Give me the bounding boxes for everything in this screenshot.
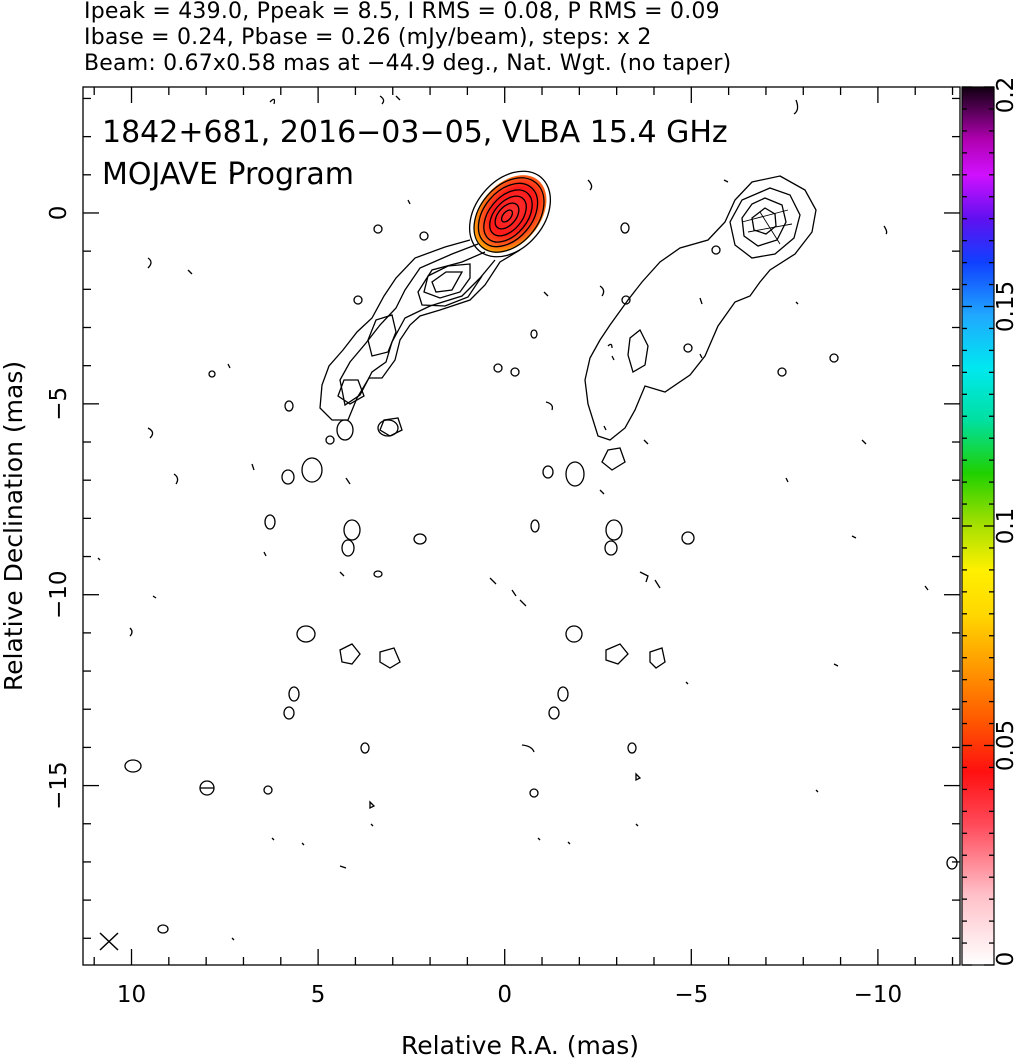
y-tick-label: −15 xyxy=(46,761,72,810)
y-tick-label: 0 xyxy=(46,206,72,221)
header-base-line: Ibase = 0.24, Pbase = 0.26 (mJy/beam), s… xyxy=(84,25,652,50)
x-tick-label: 5 xyxy=(311,982,326,1008)
chart-title: 1842+681, 2016−03−05, VLBA 15.4 GHz xyxy=(102,115,728,150)
polarized-intensity-contours xyxy=(489,99,958,870)
polarization-color-patch xyxy=(473,175,547,253)
colorbar-tick-label: 0.2 xyxy=(993,77,1019,114)
y-tick-label: −5 xyxy=(46,387,72,421)
colorbar-tick-label: 0.15 xyxy=(993,281,1019,332)
y-axis-label: Relative Declination (mas) xyxy=(0,361,28,691)
x-tick-label: −10 xyxy=(854,982,903,1008)
total-intensity-contours xyxy=(97,95,552,951)
header-peak-line: Ipeak = 439.0, Ppeak = 8.5, I RMS = 0.08… xyxy=(84,0,720,24)
x-tick-label: −5 xyxy=(674,982,708,1008)
axis-tick-labels: 10 5 0 −5 −10 0 −5 −10 −15 xyxy=(46,206,902,1008)
colorbar-tick-label: 0.05 xyxy=(993,720,1019,771)
x-tick-label: 10 xyxy=(117,982,146,1008)
x-tick-label: 0 xyxy=(497,982,512,1008)
axis-ticks xyxy=(83,87,960,965)
x-axis-label: Relative R.A. (mas) xyxy=(401,1031,639,1060)
header-beam-line: Beam: 0.67x0.58 mas at −44.9 deg., Nat. … xyxy=(84,51,732,76)
y-tick-label: −10 xyxy=(46,570,72,619)
plot-frame xyxy=(82,86,961,966)
colorbar-tick-label: 0 xyxy=(993,952,1019,967)
colorbar-tick-label: 0.1 xyxy=(993,508,1019,545)
beam-marker xyxy=(99,932,119,951)
chart-subtitle: MOJAVE Program xyxy=(102,157,354,192)
colorbar-ticks: 0 0.05 0.1 0.15 0.2 xyxy=(962,77,1019,967)
